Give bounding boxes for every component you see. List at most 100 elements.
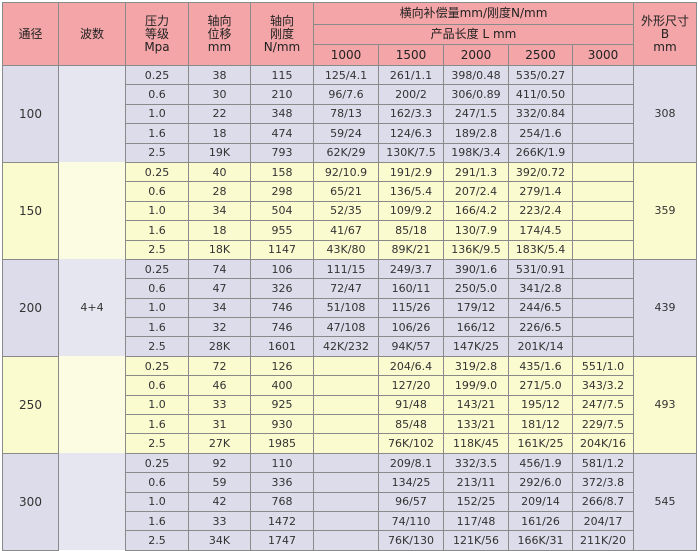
table-row: 300 0.25 92 110 209/8.1 332/3.5 456/1.9 581/1.2…	[2, 452, 697, 551]
lateral-2500-cell: 411/0.50	[508, 84, 573, 105]
pressure-cell: 1.6	[125, 510, 189, 532]
table-row: 150 0.25 40 158 92/10.9 191/2.9 291/1.3 392/0.7…	[2, 161, 697, 260]
lateral-3000-cell	[572, 181, 634, 202]
lateral-2500-cell: 392/0.72	[508, 161, 573, 183]
lateral-3000-cell	[572, 317, 634, 338]
axial-stiffness-cell: 793	[250, 142, 314, 163]
lateral-1000-cell	[313, 530, 379, 551]
header-waves: 波数	[58, 2, 126, 66]
axial-stiffness-cell: 336	[250, 472, 314, 493]
header-diameter: 通径	[2, 2, 59, 66]
lateral-2000-cell: 291/1.3	[443, 161, 509, 183]
lateral-1500-cell: 115/26	[378, 297, 444, 319]
axial-stiffness-cell: 930	[250, 414, 314, 435]
lateral-1500-cell: 85/48	[378, 414, 444, 435]
lateral-2000-cell: 130/7.9	[443, 220, 509, 241]
axial-displacement-cell: 32	[188, 317, 251, 338]
axial-displacement-cell: 34	[188, 200, 251, 222]
pressure-cell: 0.6	[125, 472, 189, 493]
lateral-1500-cell: 134/25	[378, 472, 444, 493]
axial-stiffness-cell: 746	[250, 317, 314, 338]
table-row: 200 4+4 0.25 74 106 111/15 249/3.7 390/1.6 531/0…	[2, 258, 697, 357]
axial-displacement-cell: 27K	[188, 433, 251, 454]
lateral-1000-cell: 111/15	[313, 258, 379, 280]
axial-displacement-cell: 33	[188, 394, 251, 416]
axial-stiffness-cell: 1985	[250, 433, 314, 454]
lateral-3000-cell	[572, 297, 634, 319]
lateral-3000-cell: 581/1.2	[572, 452, 634, 474]
lateral-1000-cell: 43K/80	[313, 239, 379, 260]
lateral-3000-cell	[572, 200, 634, 222]
lateral-2000-cell: 189/2.8	[443, 123, 509, 144]
lateral-1500-cell: 124/6.3	[378, 123, 444, 144]
pressure-cell: 0.6	[125, 375, 189, 396]
lateral-1500-cell: 89K/21	[378, 239, 444, 260]
axial-stiffness-cell: 925	[250, 394, 314, 416]
lateral-2000-cell: 121K/56	[443, 530, 509, 551]
pressure-cell: 1.0	[125, 297, 189, 319]
lateral-3000-cell: 551/1.0	[572, 355, 634, 377]
lateral-2000-cell: 198K/3.4	[443, 142, 509, 163]
axial-stiffness-cell: 474	[250, 123, 314, 144]
waves-cell: 4+4	[58, 259, 126, 357]
lateral-2000-cell: 390/1.6	[443, 258, 509, 280]
table-row: 0.6 28 298 65/21 136/5.4 207/2.4 279/1.4	[3, 181, 697, 202]
header-length-1500: 1500	[378, 44, 444, 66]
table-row: 1.6 31 930 85/48 133/21 181/12 229/7.5	[3, 414, 697, 435]
pressure-cell: 0.25	[125, 161, 189, 183]
lateral-1000-cell: 65/21	[313, 181, 379, 202]
outer-size-cell: 493	[633, 355, 697, 454]
table-row: 0.6 47 326 72/47 160/11 250/5.0 341/2.8	[3, 278, 697, 299]
pressure-cell: 0.25	[125, 64, 189, 86]
table-row: 2.5 19K 793 62K/29 130K/7.5 198K/3.4 266K/1.9	[3, 142, 697, 163]
table-row: 1.6 18 955 41/67 85/18 130/7.9 174/4.5	[3, 220, 697, 241]
pressure-cell: 2.5	[125, 239, 189, 260]
lateral-1500-cell: 204/6.4	[378, 355, 444, 377]
axial-displacement-cell: 40	[188, 161, 251, 183]
table-row: 2.5 27K 1985 76K/102 118K/45 161K/25 204K/16	[3, 433, 697, 454]
lateral-2000-cell: 133/21	[443, 414, 509, 435]
table-row: 1.6 18 474 59/24 124/6.3 189/2.8 254/1.6	[3, 123, 697, 144]
lateral-1500-cell: 109/9.2	[378, 200, 444, 222]
axial-displacement-cell: 34K	[188, 530, 251, 551]
lateral-1500-cell: 209/8.1	[378, 452, 444, 474]
lateral-1500-cell: 191/2.9	[378, 161, 444, 183]
lateral-2000-cell: 143/21	[443, 394, 509, 416]
lateral-1500-cell: 74/110	[378, 510, 444, 532]
table-row: 1.6 32 746 47/108 106/26 166/12 226/6.5	[3, 317, 697, 338]
lateral-2000-cell: 213/11	[443, 472, 509, 493]
axial-stiffness-cell: 210	[250, 84, 314, 105]
table-row: 0.6 46 400 127/20 199/9.0 271/5.0 343/3.2	[3, 375, 697, 396]
pressure-cell: 1.6	[125, 317, 189, 338]
lateral-1000-cell	[313, 452, 379, 474]
table-body: 100 0.25 38 115 125/4.1 261/1.1 398/0.48 535/0.…	[2, 64, 697, 551]
lateral-2000-cell: 179/12	[443, 297, 509, 319]
lateral-1500-cell: 200/2	[378, 84, 444, 105]
lateral-1500-cell: 249/3.7	[378, 258, 444, 280]
lateral-1500-cell: 85/18	[378, 220, 444, 241]
lateral-2500-cell: 535/0.27	[508, 64, 573, 86]
lateral-1000-cell	[313, 491, 379, 512]
diameter-cell: 200	[2, 258, 59, 357]
lateral-2000-cell: 118K/45	[443, 433, 509, 454]
axial-displacement-cell: 18K	[188, 239, 251, 260]
axial-stiffness-cell: 158	[250, 161, 314, 183]
lateral-1000-cell: 47/108	[313, 317, 379, 338]
header-length-2000: 2000	[443, 44, 509, 66]
header-pressure: 压力 等级 Mpa	[125, 2, 189, 66]
outer-size-cell: 439	[633, 258, 697, 357]
pressure-cell: 0.25	[125, 452, 189, 474]
table-row: 1.0 34 504 52/35 109/9.2 166/4.2 223/2.4	[3, 200, 697, 222]
pressure-cell: 1.0	[125, 200, 189, 222]
axial-stiffness-cell: 504	[250, 200, 314, 222]
pressure-cell: 2.5	[125, 336, 189, 357]
table-row: 0.6 59 336 134/25 213/11 292/6.0 372/3.8	[3, 472, 697, 493]
lateral-1500-cell: 162/3.3	[378, 103, 444, 125]
table-row: 1.0 33 925 91/48 143/21 195/12 247/7.5	[3, 394, 697, 416]
lateral-2500-cell: 226/6.5	[508, 317, 573, 338]
pressure-cell: 1.0	[125, 394, 189, 416]
diameter-cell: 250	[2, 355, 59, 454]
lateral-1500-cell: 96/57	[378, 491, 444, 512]
lateral-2500-cell: 166K/31	[508, 530, 573, 551]
header-axial-displacement: 轴向 位移 mm	[188, 2, 251, 66]
